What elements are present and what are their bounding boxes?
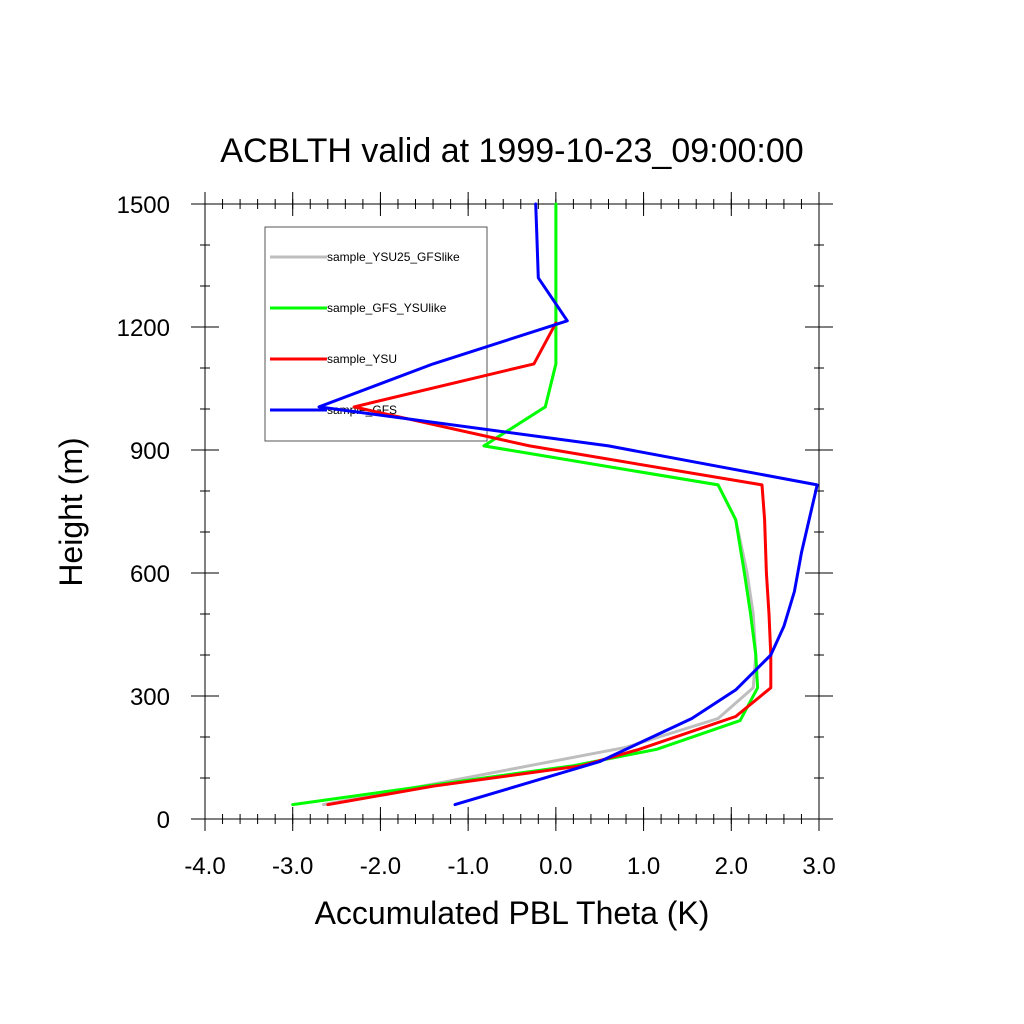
x-tick-label: -2.0	[360, 853, 401, 880]
y-tick-label: 1200	[117, 315, 170, 342]
series-line	[321, 202, 758, 807]
y-tick-label: 1500	[117, 192, 170, 219]
series-line	[291, 202, 760, 807]
x-tick-label: -4.0	[184, 853, 225, 880]
legend: sample_YSU25_GFSlike sample_GFS_YSUlikesa…	[264, 226, 488, 442]
legend-box	[264, 226, 488, 442]
x-tick-label: 2.0	[715, 853, 748, 880]
plot-area: -4.0 -3.0 -2.0 -1.0 0.0 1.0 2.0 3.0 0 300 600 900 12…	[117, 192, 836, 880]
legend-label: sample_YSU25_GFSlike	[327, 250, 460, 264]
chart-title: ACBLTH valid at 1999-10-23_09:00:00	[220, 132, 803, 170]
x-tick-label: -3.0	[272, 853, 313, 880]
y-tick-label: 0	[157, 807, 170, 834]
x-tick-label: 1.0	[627, 853, 660, 880]
legend-label: sample_YSU	[327, 352, 397, 366]
legend-label: sample_GFS_YSUlike	[327, 301, 447, 315]
x-axis-title: Accumulated PBL Theta (K)	[315, 895, 710, 931]
x-tick-label: 3.0	[802, 853, 835, 880]
y-tick-label: 900	[130, 438, 170, 465]
series-line	[317, 202, 819, 807]
x-tick-label: 0.0	[539, 853, 572, 880]
y-tick-label: 600	[130, 561, 170, 588]
y-tick-label: 300	[130, 684, 170, 711]
y-axis-title: Height (m)	[53, 437, 89, 586]
plot-frame	[204, 203, 820, 820]
x-tick-label: -1.0	[447, 853, 488, 880]
tick-marks	[191, 192, 833, 831]
